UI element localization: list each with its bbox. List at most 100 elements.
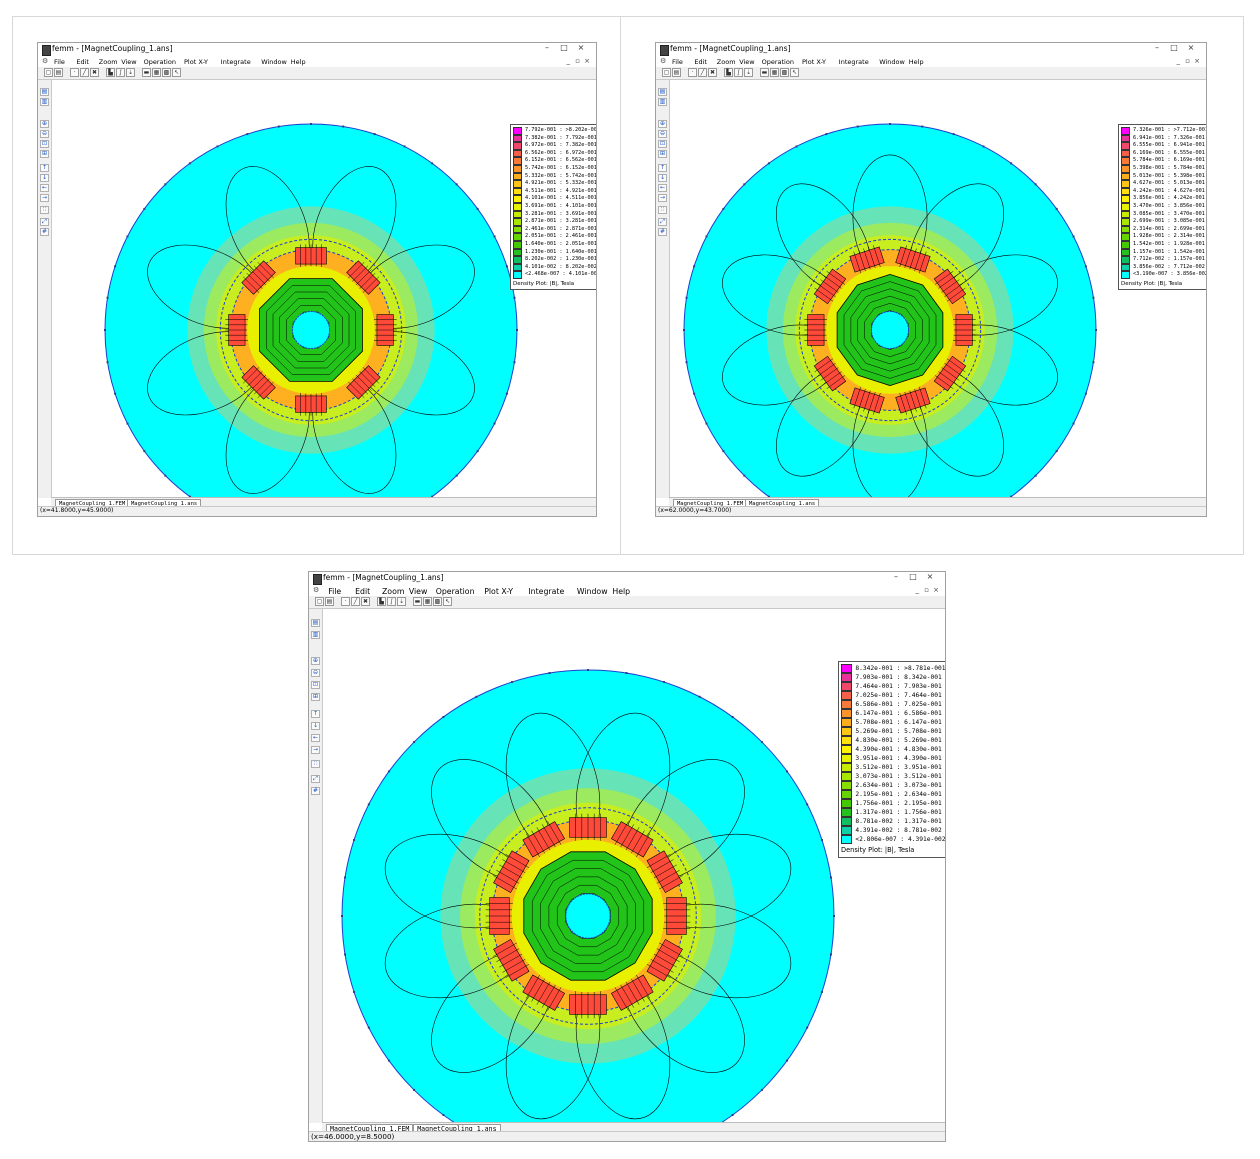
zoom-natural-icon[interactable]: ⊞ (658, 150, 667, 158)
menu-view[interactable]: View (121, 58, 137, 66)
maximize-button[interactable]: □ (560, 43, 568, 52)
mdi-minimize-button[interactable]: _ (1176, 57, 1181, 65)
menu-zoom[interactable]: Zoom (98, 58, 118, 66)
plot-icon[interactable]: ▙ (377, 597, 386, 606)
pan-down-icon[interactable]: ↓ (40, 174, 49, 182)
new-file-icon[interactable]: ▢ (662, 68, 671, 77)
menu-view[interactable]: View (408, 587, 428, 596)
menu-zoom[interactable]: Zoom (381, 587, 405, 596)
menu-window[interactable]: Window (576, 587, 608, 596)
mesh-icon[interactable]: ✖ (708, 68, 717, 77)
snap-grid-icon[interactable]: ⤢ (311, 774, 320, 783)
pan-right-icon[interactable]: → (40, 194, 49, 202)
zoom-out-icon[interactable]: ⊖ (40, 130, 49, 138)
menu-file[interactable]: File (672, 58, 683, 66)
mesh-icon[interactable]: ✖ (361, 597, 370, 606)
line-integral-icon[interactable]: ⇣ (397, 597, 406, 606)
pan-up-icon[interactable]: ↑ (311, 709, 320, 718)
mdi-minimize-button[interactable]: _ (915, 586, 920, 594)
open-file-icon[interactable]: ▤ (672, 68, 681, 77)
menu-integrate[interactable]: Integrate (528, 587, 565, 596)
menu-plot-x-y[interactable]: Plot X-Y (184, 58, 208, 66)
select-region-icon[interactable]: ▥ (658, 98, 667, 106)
menu-operation[interactable]: Operation (435, 587, 475, 596)
select-points-icon[interactable]: ▤ (40, 88, 49, 96)
mdi-restore-button[interactable]: ▫ (1185, 57, 1190, 65)
zoom-out-icon[interactable]: ⊖ (311, 669, 320, 677)
close-button[interactable]: × (926, 572, 934, 581)
integrate-icon[interactable]: ∫ (387, 597, 396, 606)
plot-icon[interactable]: ▙ (106, 68, 115, 77)
density-plot-icon[interactable]: ▦ (423, 597, 432, 606)
menu-window[interactable]: Window (879, 58, 905, 66)
minimize-button[interactable]: – (545, 43, 549, 52)
plot-canvas[interactable]: 8.342e-001 : >8.781e-001 7.903e-001 : 8.3… (323, 609, 945, 1123)
menu-help[interactable]: Help (290, 58, 306, 66)
menu-edit[interactable]: Edit (694, 58, 707, 66)
zoom-natural-icon[interactable]: ⊞ (311, 693, 320, 701)
pan-left-icon[interactable]: ← (40, 184, 49, 192)
pan-left-icon[interactable]: ← (658, 184, 667, 192)
pan-right-icon[interactable]: → (658, 194, 667, 202)
document-menu-icon[interactable]: ⚙ (660, 57, 667, 65)
point-icon[interactable]: · (70, 68, 79, 77)
maximize-button[interactable]: □ (909, 572, 917, 581)
pan-left-icon[interactable]: ← (311, 733, 320, 742)
close-button[interactable]: × (577, 43, 585, 52)
zoom-in-icon[interactable]: ⊕ (40, 120, 49, 128)
new-file-icon[interactable]: ▢ (44, 68, 53, 77)
document-menu-icon[interactable]: ⚙ (313, 586, 320, 594)
grid-toggle-icon[interactable]: ∷ (658, 206, 667, 214)
menu-zoom[interactable]: Zoom (716, 58, 736, 66)
maximize-button[interactable]: □ (1170, 43, 1178, 52)
grid-toggle-icon[interactable]: ∷ (40, 206, 49, 214)
zoom-natural-icon[interactable]: ⊞ (40, 150, 49, 158)
grid-size-icon[interactable]: # (311, 786, 320, 795)
menu-file[interactable]: File (328, 587, 342, 596)
select-points-icon[interactable]: ▤ (311, 618, 320, 627)
arrow-cursor-icon[interactable]: ↖ (172, 68, 181, 77)
grid-toggle-icon[interactable]: ∷ (311, 760, 320, 769)
menu-edit[interactable]: Edit (355, 587, 371, 596)
arrow-cursor-icon[interactable]: ↖ (790, 68, 799, 77)
menu-file[interactable]: File (54, 58, 65, 66)
line-icon[interactable]: ╱ (80, 68, 89, 77)
point-icon[interactable]: · (341, 597, 350, 606)
zoom-window-icon[interactable]: ⊡ (40, 140, 49, 148)
minimize-button[interactable]: – (1155, 43, 1159, 52)
menu-operation[interactable]: Operation (761, 58, 794, 66)
contour-icon[interactable]: ▬ (413, 597, 422, 606)
minimize-button[interactable]: – (894, 572, 898, 581)
menu-help[interactable]: Help (908, 58, 924, 66)
pan-up-icon[interactable]: ↑ (40, 164, 49, 172)
pan-down-icon[interactable]: ↓ (658, 174, 667, 182)
select-region-icon[interactable]: ▥ (40, 98, 49, 106)
line-icon[interactable]: ╱ (698, 68, 707, 77)
line-integral-icon[interactable]: ⇣ (126, 68, 135, 77)
zoom-in-icon[interactable]: ⊕ (658, 120, 667, 128)
menu-integrate[interactable]: Integrate (220, 58, 251, 66)
mdi-restore-button[interactable]: ▫ (924, 586, 929, 594)
pan-right-icon[interactable]: → (311, 745, 320, 754)
select-region-icon[interactable]: ▥ (311, 630, 320, 639)
open-file-icon[interactable]: ▤ (54, 68, 63, 77)
mdi-close-button[interactable]: × (933, 586, 939, 594)
mesh-icon[interactable]: ✖ (90, 68, 99, 77)
plot-canvas[interactable]: 7.326e-001 : >7.712e-001 6.941e-001 : 7.3… (670, 80, 1206, 498)
density-plot-icon[interactable]: ▦ (152, 68, 161, 77)
snap-grid-icon[interactable]: ⤢ (658, 218, 667, 226)
snap-grid-icon[interactable]: ⤢ (40, 218, 49, 226)
menu-operation[interactable]: Operation (143, 58, 176, 66)
zoom-window-icon[interactable]: ⊡ (311, 681, 320, 689)
contour-icon[interactable]: ▬ (142, 68, 151, 77)
vector-plot-icon[interactable]: ▩ (433, 597, 442, 606)
line-icon[interactable]: ╱ (351, 597, 360, 606)
menu-edit[interactable]: Edit (76, 58, 89, 66)
mdi-minimize-button[interactable]: _ (566, 57, 571, 65)
menu-help[interactable]: Help (612, 587, 631, 596)
plot-canvas[interactable]: 7.792e-001 : >8.202e-001 7.382e-001 : 7.7… (52, 80, 596, 498)
integrate-icon[interactable]: ∫ (116, 68, 125, 77)
open-file-icon[interactable]: ▤ (325, 597, 334, 606)
menu-window[interactable]: Window (261, 58, 287, 66)
mdi-restore-button[interactable]: ▫ (575, 57, 580, 65)
